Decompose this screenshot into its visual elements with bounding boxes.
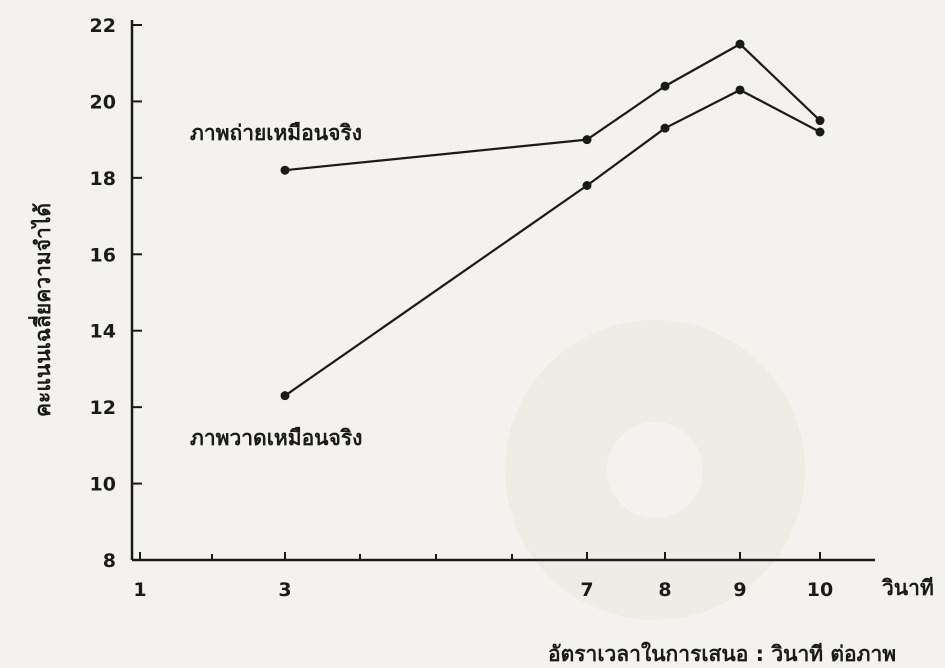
series-1-point-3 [280,391,290,401]
series-0-point-3 [280,165,290,175]
series-line-0 [284,43,821,172]
series-0-point-8 [660,81,670,91]
series-1-point-7 [582,181,592,190]
y-axis-ticks: 8 10 12 14 16 18 20 22 [90,15,142,572]
x-axis-title: อัตราเวลาในการเสนอ : วินาที ต่อภาพ [548,641,896,666]
y-tick-label-14: 14 [90,321,116,343]
series-label-photo: ภาพถ่ายเหมือนจริง [190,121,362,145]
y-tick-label-12: 12 [90,397,116,419]
watermark-seal [505,320,805,620]
x-axis-ticks: 1 3 7 8 9 10 [133,552,833,601]
series-1 [280,85,825,401]
y-tick-label-10: 10 [90,474,116,496]
y-tick-label-8: 8 [103,550,116,572]
series-group [280,39,825,401]
series-1-point-10 [815,127,825,137]
series-0-point-10 [815,116,825,126]
series-0-point-7 [582,135,592,145]
series-1-point-9 [735,85,745,95]
x-tick-label-7: 7 [580,579,593,601]
series-0-point-9 [735,39,745,49]
x-tick-label-8: 8 [658,579,671,601]
y-axis-title: คะแนนเฉลี่ยความจำได้ [27,203,55,417]
x-tick-label-3: 3 [278,579,291,601]
series-1-point-8 [660,123,670,133]
y-tick-label-16: 16 [90,244,116,266]
y-tick-label-20: 20 [90,91,116,113]
series-0 [280,39,825,175]
x-tick-label-9: 9 [733,579,746,601]
series-label-drawing: ภาพวาดเหมือนจริง [190,426,362,450]
x-tick-label-1: 1 [133,579,146,601]
y-tick-label-18: 18 [90,168,116,190]
x-tick-label-10: 10 [807,579,833,601]
x-axis-unit-label: วินาที [881,576,934,600]
y-tick-label-22: 22 [90,15,116,37]
